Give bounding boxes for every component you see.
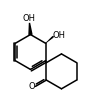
Text: OH: OH <box>23 14 36 23</box>
Text: O: O <box>29 82 35 91</box>
Polygon shape <box>29 23 32 35</box>
Text: OH: OH <box>53 31 66 40</box>
